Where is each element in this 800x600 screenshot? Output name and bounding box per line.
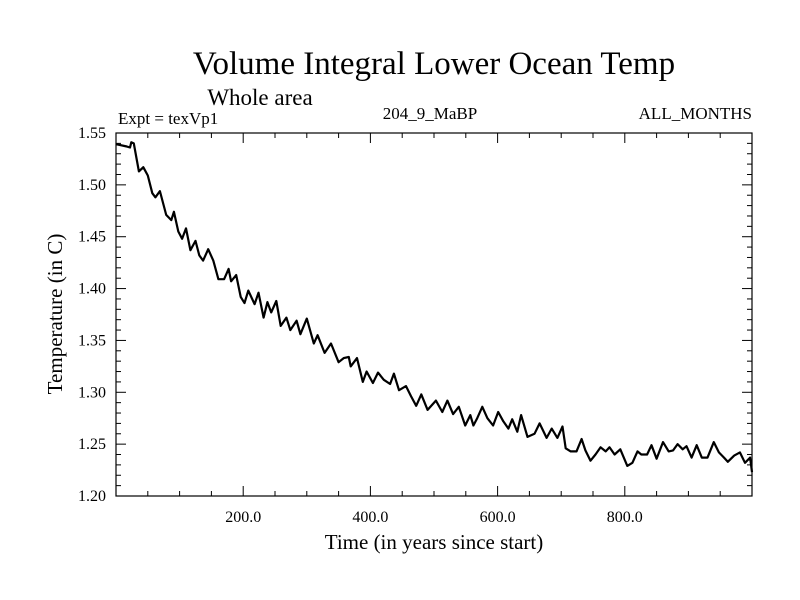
y-tick-label: 1.40: [78, 281, 106, 298]
period-label: 204_9_MaBP: [383, 104, 477, 123]
x-tick-label: 800.0: [607, 509, 643, 526]
y-tick-label: 1.35: [78, 332, 106, 349]
y-tick-label: 1.45: [78, 229, 106, 246]
chart-subtitle: Whole area: [207, 85, 312, 110]
y-tick-label: 1.30: [78, 384, 106, 401]
y-tick-label: 1.25: [78, 436, 106, 453]
chart-title: Volume Integral Lower Ocean Temp: [193, 46, 675, 82]
y-tick-label: 1.55: [78, 125, 106, 142]
axis-ticks: [116, 133, 752, 496]
x-axis-label: Time (in years since start): [325, 530, 544, 554]
axis-tick-labels: 200.0 400.0 600.0 800.0 1.20 1.25 1.30 1.35 1.40…: [78, 125, 643, 526]
y-axis-label: Temperature (in C): [43, 234, 67, 395]
plot-frame: [115, 132, 753, 497]
experiment-label: Expt = texVp1: [118, 109, 218, 128]
x-tick-label: 200.0: [225, 509, 261, 526]
y-tick-label: 1.20: [78, 488, 106, 505]
y-tick-label: 1.50: [78, 177, 106, 194]
x-tick-label: 400.0: [352, 509, 388, 526]
series-line: [116, 141, 754, 473]
months-label: ALL_MONTHS: [639, 104, 752, 123]
x-tick-label: 600.0: [480, 509, 516, 526]
